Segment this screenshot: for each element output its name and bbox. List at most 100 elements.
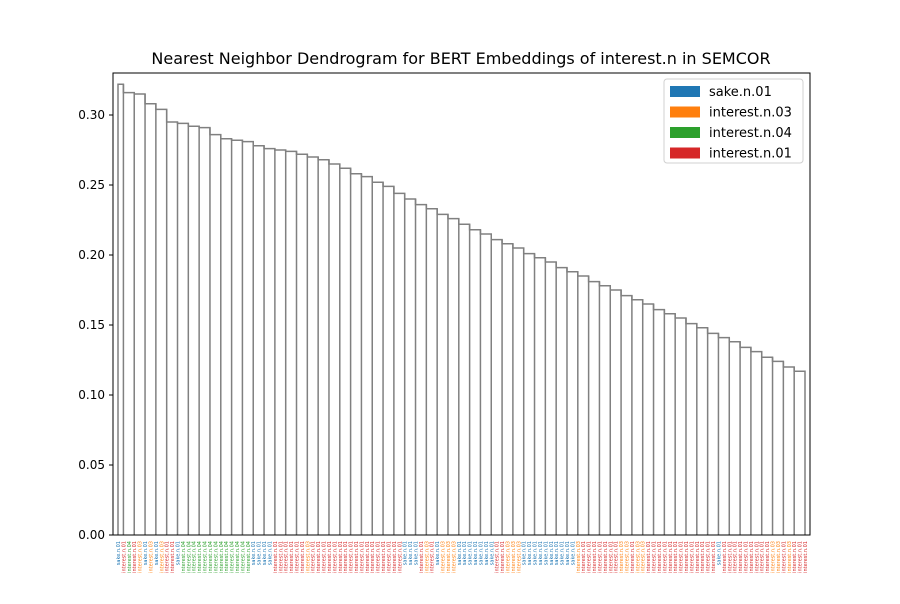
dendrogram-link xyxy=(717,333,731,535)
dendrogram-link xyxy=(793,367,806,535)
leaf-label: sake.n.01 xyxy=(262,541,268,565)
leaf-label: interest.n.04 xyxy=(203,541,209,573)
leaf-label: interest.n.01 xyxy=(165,541,171,573)
dendrogram-link xyxy=(771,357,785,535)
y-tick-label: 0.30 xyxy=(78,108,105,122)
leaf-label: interest.n.01 xyxy=(587,541,593,573)
leaf-label: interest.n.04 xyxy=(235,541,241,573)
dendrogram-link xyxy=(371,176,384,535)
leaf-label: interest.n.04 xyxy=(224,541,230,573)
dendrogram-link xyxy=(414,199,428,535)
legend-swatch xyxy=(670,106,700,118)
legend-label: interest.n.01 xyxy=(709,147,792,162)
legend-label: interest.n.03 xyxy=(709,106,792,121)
dendrogram-link xyxy=(393,186,406,535)
leaf-labels: sake.n.01 interest.n.01 interest.n.04 inter… xyxy=(116,541,809,573)
leaf-label: interest.n.03 xyxy=(787,541,793,573)
dendrogram-link xyxy=(198,126,211,535)
leaf-label: interest.n.03 xyxy=(624,541,630,573)
dendrogram-link xyxy=(284,150,298,535)
leaf-label: sake.n.01 xyxy=(478,541,484,565)
leaf-label: interest.n.01 xyxy=(289,541,295,573)
leaf-label: sake.n.01 xyxy=(716,541,722,565)
leaf-label: sake.n.01 xyxy=(527,541,533,565)
leaf-label: interest.n.01 xyxy=(132,541,138,573)
leaf-label: sake.n.01 xyxy=(462,541,468,565)
leaf-label: interest.n.03 xyxy=(424,541,430,573)
dendrogram-link xyxy=(728,337,741,535)
leaf-label: interest.n.04 xyxy=(192,541,198,573)
legend-swatch xyxy=(670,147,700,159)
dendrogram-link xyxy=(598,281,612,535)
leaf-label: interest.n.01 xyxy=(343,541,349,573)
dendrogram-link xyxy=(706,327,720,535)
dendrogram-link xyxy=(328,159,341,535)
dendrogram-link xyxy=(468,224,482,535)
leaf-label: interest.n.01 xyxy=(727,541,733,573)
leaf-label: interest.n.01 xyxy=(679,541,685,573)
leaf-label: sake.n.01 xyxy=(176,541,182,565)
dendrogram-link xyxy=(458,218,471,535)
leaf-label: interest.n.01 xyxy=(673,541,679,573)
leaf-label: interest.n.01 xyxy=(365,541,371,573)
dendrogram-link xyxy=(117,83,125,535)
legend: sake.n.01 interest.n.03 interest.n.04 inter… xyxy=(663,78,804,164)
leaf-label: interest.n.03 xyxy=(451,541,457,573)
dendrogram-link xyxy=(479,229,493,535)
dendrogram-link xyxy=(436,208,449,535)
leaf-label: interest.n.01 xyxy=(322,541,328,573)
leaf-label: sake.n.01 xyxy=(484,541,490,565)
leaf-label: interest.n.01 xyxy=(419,541,425,573)
leaf-label: interest.n.03 xyxy=(138,541,144,573)
leaf-label: interest.n.04 xyxy=(208,541,214,573)
leaf-label: interest.n.01 xyxy=(760,541,766,573)
leaf-label: sake.n.01 xyxy=(489,541,495,565)
leaf-label: interest.n.01 xyxy=(392,541,398,573)
leaf-label: interest.n.01 xyxy=(743,541,749,573)
dendrogram-link xyxy=(522,248,536,535)
dendrogram-link xyxy=(263,145,276,535)
leaf-label: interest.n.01 xyxy=(798,541,804,573)
leaf-label: interest.n.01 xyxy=(278,541,284,573)
leaf-label: sake.n.01 xyxy=(403,541,409,565)
y-axis: 0.00 0.05 0.10 0.15 0.20 0.25 0.30 xyxy=(78,108,113,542)
leaf-label: interest.n.01 xyxy=(581,541,587,573)
leaf-label: sake.n.01 xyxy=(533,541,539,565)
legend-label: interest.n.04 xyxy=(709,126,792,141)
y-tick-label: 0.05 xyxy=(78,458,105,472)
dendrogram-link xyxy=(317,157,330,535)
leaf-label: interest.n.01 xyxy=(603,541,609,573)
dendrogram-links xyxy=(117,83,806,535)
leaf-label: interest.n.03 xyxy=(641,541,647,573)
leaf-label: interest.n.01 xyxy=(754,541,760,573)
leaf-label: sake.n.01 xyxy=(560,541,566,565)
leaf-label: interest.n.03 xyxy=(516,541,522,573)
leaf-label: interest.n.01 xyxy=(711,541,717,573)
dendrogram-link xyxy=(652,304,666,535)
leaf-label: interest.n.01 xyxy=(684,541,690,573)
dendrogram-link xyxy=(544,257,557,535)
leaf-label: interest.n.03 xyxy=(619,541,625,573)
dendrogram-link xyxy=(230,138,244,535)
leaf-label: sake.n.01 xyxy=(267,541,273,565)
dendrogram-link xyxy=(501,239,514,535)
y-tick-label: 0.00 xyxy=(78,528,105,542)
legend-box xyxy=(663,78,804,164)
axes-frame xyxy=(112,72,811,536)
dendrogram-link xyxy=(663,309,676,535)
dendrogram-link xyxy=(176,122,190,535)
leaf-label: interest.n.01 xyxy=(295,541,301,573)
leaf-label: interest.n.01 xyxy=(781,541,787,573)
leaf-label: interest.n.01 xyxy=(657,541,663,573)
leaf-label: sake.n.01 xyxy=(543,541,549,565)
leaf-label: interest.n.01 xyxy=(608,541,614,573)
dendrogram-link xyxy=(360,173,373,535)
leaf-label: interest.n.04 xyxy=(219,541,225,573)
leaf-label: interest.n.01 xyxy=(695,541,701,573)
leaf-label: sake.n.01 xyxy=(435,541,441,565)
leaf-label: interest.n.01 xyxy=(630,541,636,573)
leaf-label: interest.n.03 xyxy=(776,541,782,573)
dendrogram-link xyxy=(339,164,352,535)
leaf-label: interest.n.01 xyxy=(386,541,392,573)
leaf-label: sake.n.01 xyxy=(408,541,414,565)
